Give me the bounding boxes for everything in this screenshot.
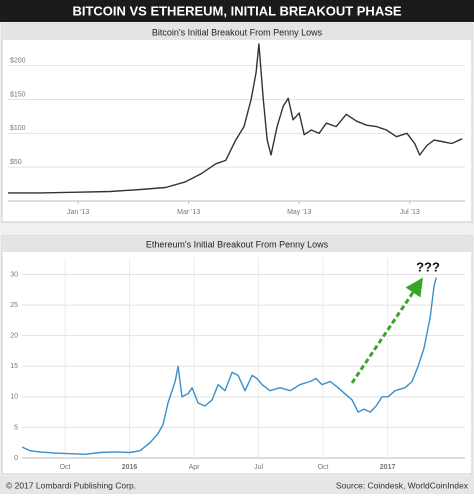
data-line <box>21 277 437 455</box>
y-tick-label: 5 <box>14 424 18 431</box>
y-tick-label: 0 <box>14 455 18 462</box>
y-tick-label: 25 <box>10 302 18 309</box>
chart-title: Bitcoin's Initial Breakout From Penny Lo… <box>152 27 323 37</box>
trend-arrow <box>350 277 424 384</box>
panel <box>1 235 473 475</box>
y-tick-label: 10 <box>10 394 18 401</box>
y-tick-label: 15 <box>10 363 18 370</box>
title-bar <box>0 0 474 22</box>
x-tick-label: 2017 <box>380 464 396 471</box>
x-tick-label: Apr <box>189 464 201 471</box>
subtitle-bar <box>3 25 471 40</box>
x-tick-label: Jan '13 <box>67 209 89 216</box>
y-tick-label: $100 <box>10 125 26 132</box>
x-tick-label: May '13 <box>287 209 311 216</box>
y-tick-label: $200 <box>10 58 26 65</box>
panel <box>1 23 473 223</box>
y-tick-label: $50 <box>10 159 22 166</box>
y-tick-label: 30 <box>10 271 18 278</box>
x-tick-label: Mar '13 <box>177 209 200 216</box>
y-tick-label: 20 <box>10 333 18 340</box>
x-tick-label: Jul <box>254 464 263 471</box>
subtitle-bar <box>3 237 471 252</box>
footer-left: © 2017 Lombardi Publishing Corp. <box>6 480 136 490</box>
footer-bar <box>0 476 474 494</box>
x-tick-label: Oct <box>60 464 71 471</box>
y-tick-label: $150 <box>10 91 26 98</box>
x-tick-label: Oct <box>318 464 329 471</box>
x-tick-label: Jul '13 <box>400 209 420 216</box>
chart-title: Ethereum's Initial Breakout From Penny L… <box>146 239 329 249</box>
page-title: BITCOIN VS ETHEREUM, INITIAL BREAKOUT PH… <box>72 3 401 18</box>
x-tick-label: 2016 <box>122 464 138 471</box>
data-line <box>8 43 463 194</box>
footer-right: Source: Coindesk, WorldCoinIndex <box>336 480 469 490</box>
annotation: ??? <box>416 259 440 274</box>
